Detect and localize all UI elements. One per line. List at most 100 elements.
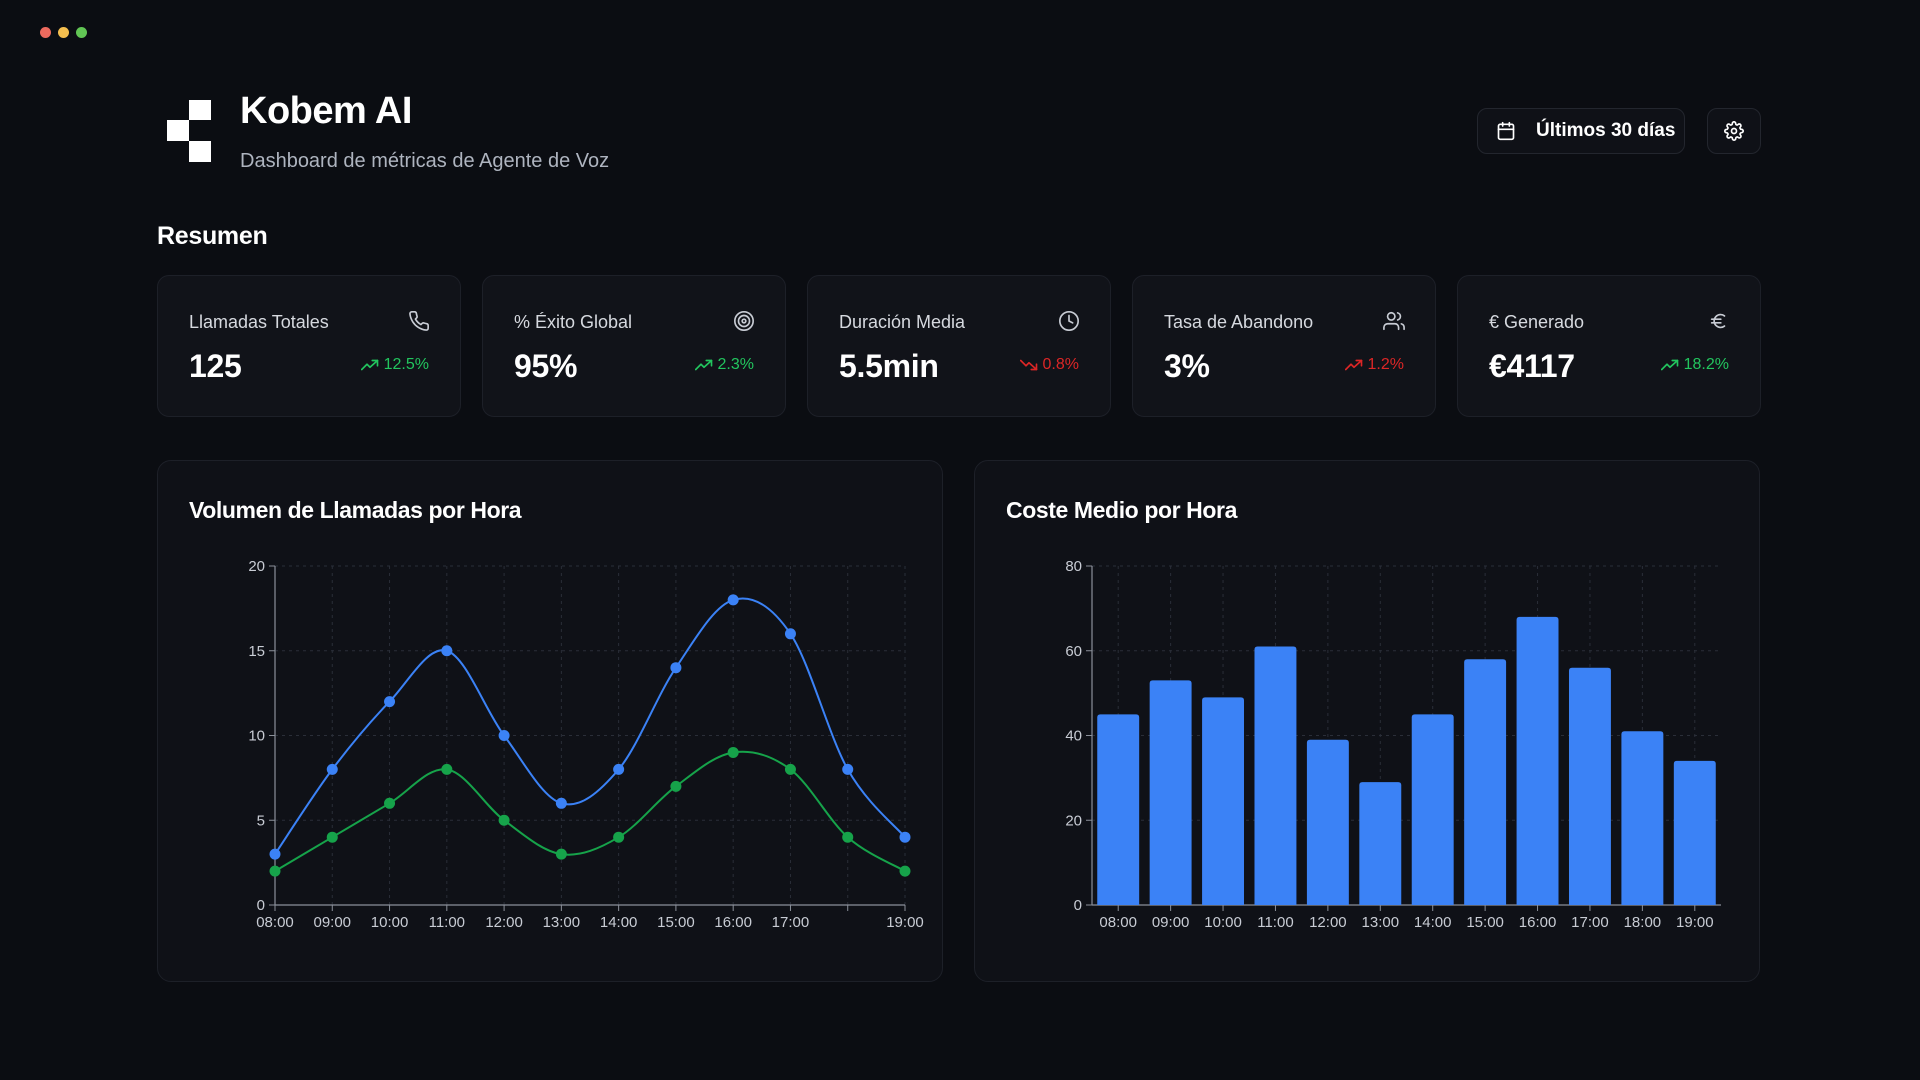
series-green-point — [670, 780, 682, 792]
series-blue-point — [441, 645, 453, 657]
x-tick-label: 09:00 — [313, 914, 351, 931]
kpi-card-revenue[interactable]: € Generado €4117 18.2% — [1457, 275, 1761, 417]
avg-cost-chart: 0 20 40 60 80 08:00 09:00 10:00 11:00 12:00 13:00 1… — [1065, 558, 1721, 931]
x-tick-label: 19:00 — [886, 914, 924, 931]
x-tick-label: 18:00 — [1624, 914, 1662, 931]
euro-icon — [1710, 313, 1726, 329]
series-blue-point — [842, 763, 854, 775]
series-green-point — [498, 814, 510, 826]
series-blue-point — [555, 797, 567, 809]
series-green-point — [899, 865, 911, 877]
series-blue-point — [613, 763, 625, 775]
x-tick-label: 09:00 — [1152, 914, 1190, 931]
series-green-point — [384, 797, 396, 809]
series-green-point — [842, 831, 854, 843]
phone-icon — [409, 311, 429, 331]
gear-icon — [1724, 121, 1744, 141]
series-green-point — [326, 831, 338, 843]
series-blue-point — [326, 763, 338, 775]
settings-button[interactable] — [1707, 108, 1761, 154]
summary-title: Resumen — [157, 222, 268, 250]
kpi-label: Tasa de Abandono — [1164, 312, 1314, 332]
kpi-label: Llamadas Totales — [189, 312, 329, 332]
x-tick-label: 12:00 — [485, 914, 523, 931]
series-green-point — [784, 763, 796, 775]
kpi-value: 125 — [189, 348, 242, 384]
kpi-value: 95% — [514, 348, 578, 384]
maximize-window-button[interactable] — [76, 27, 87, 38]
bar — [1254, 646, 1297, 905]
kpi-trend-value: 0.8% — [1042, 356, 1079, 373]
avg-cost-panel: Coste Medio por Hora 0 20 40 60 80 08:00 09:00… — [974, 460, 1760, 982]
clock-icon — [1059, 311, 1079, 331]
x-tick-label: 13:00 — [1362, 914, 1400, 931]
kpi-value: 5.5min — [839, 348, 939, 384]
series-green-point — [441, 763, 453, 775]
kpi-trend-value: 1.2% — [1367, 356, 1404, 373]
trending-up-icon — [1344, 359, 1362, 371]
bar — [1568, 667, 1611, 905]
series-blue-point — [269, 848, 281, 860]
date-range-label: Últimos 30 días — [1536, 120, 1676, 141]
calls-volume-chart: 0 5 10 15 20 08:00 09:00 10:00 11:00 12:00 13:00 14… — [248, 558, 924, 931]
x-tick-label: 15:00 — [657, 914, 695, 931]
x-tick-label: 17:00 — [772, 914, 810, 931]
chart-title: Coste Medio por Hora — [1006, 497, 1237, 523]
x-tick-label: 14:00 — [1414, 914, 1452, 931]
chart-title: Volumen de Llamadas por Hora — [189, 497, 522, 523]
x-tick-label: 16:00 — [1519, 914, 1557, 931]
y-tick-label: 40 — [1065, 728, 1082, 745]
y-tick-label: 0 — [1074, 897, 1082, 914]
x-tick-label: 08:00 — [1099, 914, 1137, 931]
x-tick-label: 19:00 — [1676, 914, 1714, 931]
y-tick-label: 5 — [257, 812, 265, 829]
bar — [1621, 731, 1664, 905]
series-blue-point — [384, 696, 396, 708]
kpi-trend: 2.3% — [694, 356, 754, 374]
bar — [1411, 714, 1454, 905]
bar — [1673, 760, 1716, 905]
series-blue-line — [274, 597, 906, 855]
kpi-card-abandon-rate[interactable]: Tasa de Abandono 3% 1.2% — [1132, 275, 1436, 417]
bar — [1202, 697, 1245, 905]
kpi-card-avg-duration[interactable]: Duración Media 5.5min 0.8% — [807, 275, 1111, 417]
bar — [1097, 714, 1140, 905]
kpi-trend-value: 12.5% — [383, 356, 429, 373]
series-green-line — [274, 750, 906, 872]
y-tick-label: 80 — [1065, 558, 1082, 575]
kpi-label: % Éxito Global — [514, 312, 633, 332]
bar — [1359, 782, 1402, 905]
bar — [1306, 739, 1349, 905]
minimize-window-button[interactable] — [58, 27, 69, 38]
date-range-button[interactable]: Últimos 30 días — [1477, 108, 1685, 154]
page-header: Kobem AI Dashboard de métricas de Agente… — [157, 88, 1761, 178]
x-tick-label: 10:00 — [1204, 914, 1242, 931]
trending-up-icon — [1660, 359, 1678, 371]
kpi-value: €4117 — [1489, 348, 1575, 384]
series-green-point — [555, 848, 567, 860]
series-green-point — [727, 746, 739, 758]
series-green-point — [613, 831, 625, 843]
x-tick-label: 13:00 — [543, 914, 581, 931]
close-window-button[interactable] — [40, 27, 51, 38]
kpi-trend-value: 2.3% — [717, 356, 754, 373]
kpi-card-total-calls[interactable]: Llamadas Totales 125 12.5% — [157, 275, 461, 417]
x-tick-label: 10:00 — [371, 914, 409, 931]
x-tick-label: 11:00 — [429, 914, 465, 931]
calls-volume-panel: Volumen de Llamadas por Hora 0 5 10 15 20 08:… — [157, 460, 943, 982]
kpi-trend-value: 18.2% — [1683, 356, 1729, 373]
kpi-card-success-rate[interactable]: % Éxito Global 95% 2.3% — [482, 275, 786, 417]
trending-down-icon — [1019, 359, 1037, 371]
kpi-cards: Llamadas Totales 125 12.5% % Éxito Globa… — [157, 275, 1761, 417]
users-icon — [1383, 311, 1405, 331]
y-tick-label: 20 — [1065, 812, 1082, 829]
x-tick-label: 16:00 — [714, 914, 752, 931]
target-icon — [734, 311, 754, 331]
x-tick-label: 08:00 — [256, 914, 294, 931]
x-tick-label: 12:00 — [1309, 914, 1347, 931]
kpi-trend: 12.5% — [360, 356, 429, 374]
series-blue-point — [727, 594, 739, 606]
kpi-trend: 18.2% — [1660, 356, 1729, 374]
series-blue-point — [498, 730, 510, 741]
y-tick-label: 10 — [248, 728, 265, 745]
